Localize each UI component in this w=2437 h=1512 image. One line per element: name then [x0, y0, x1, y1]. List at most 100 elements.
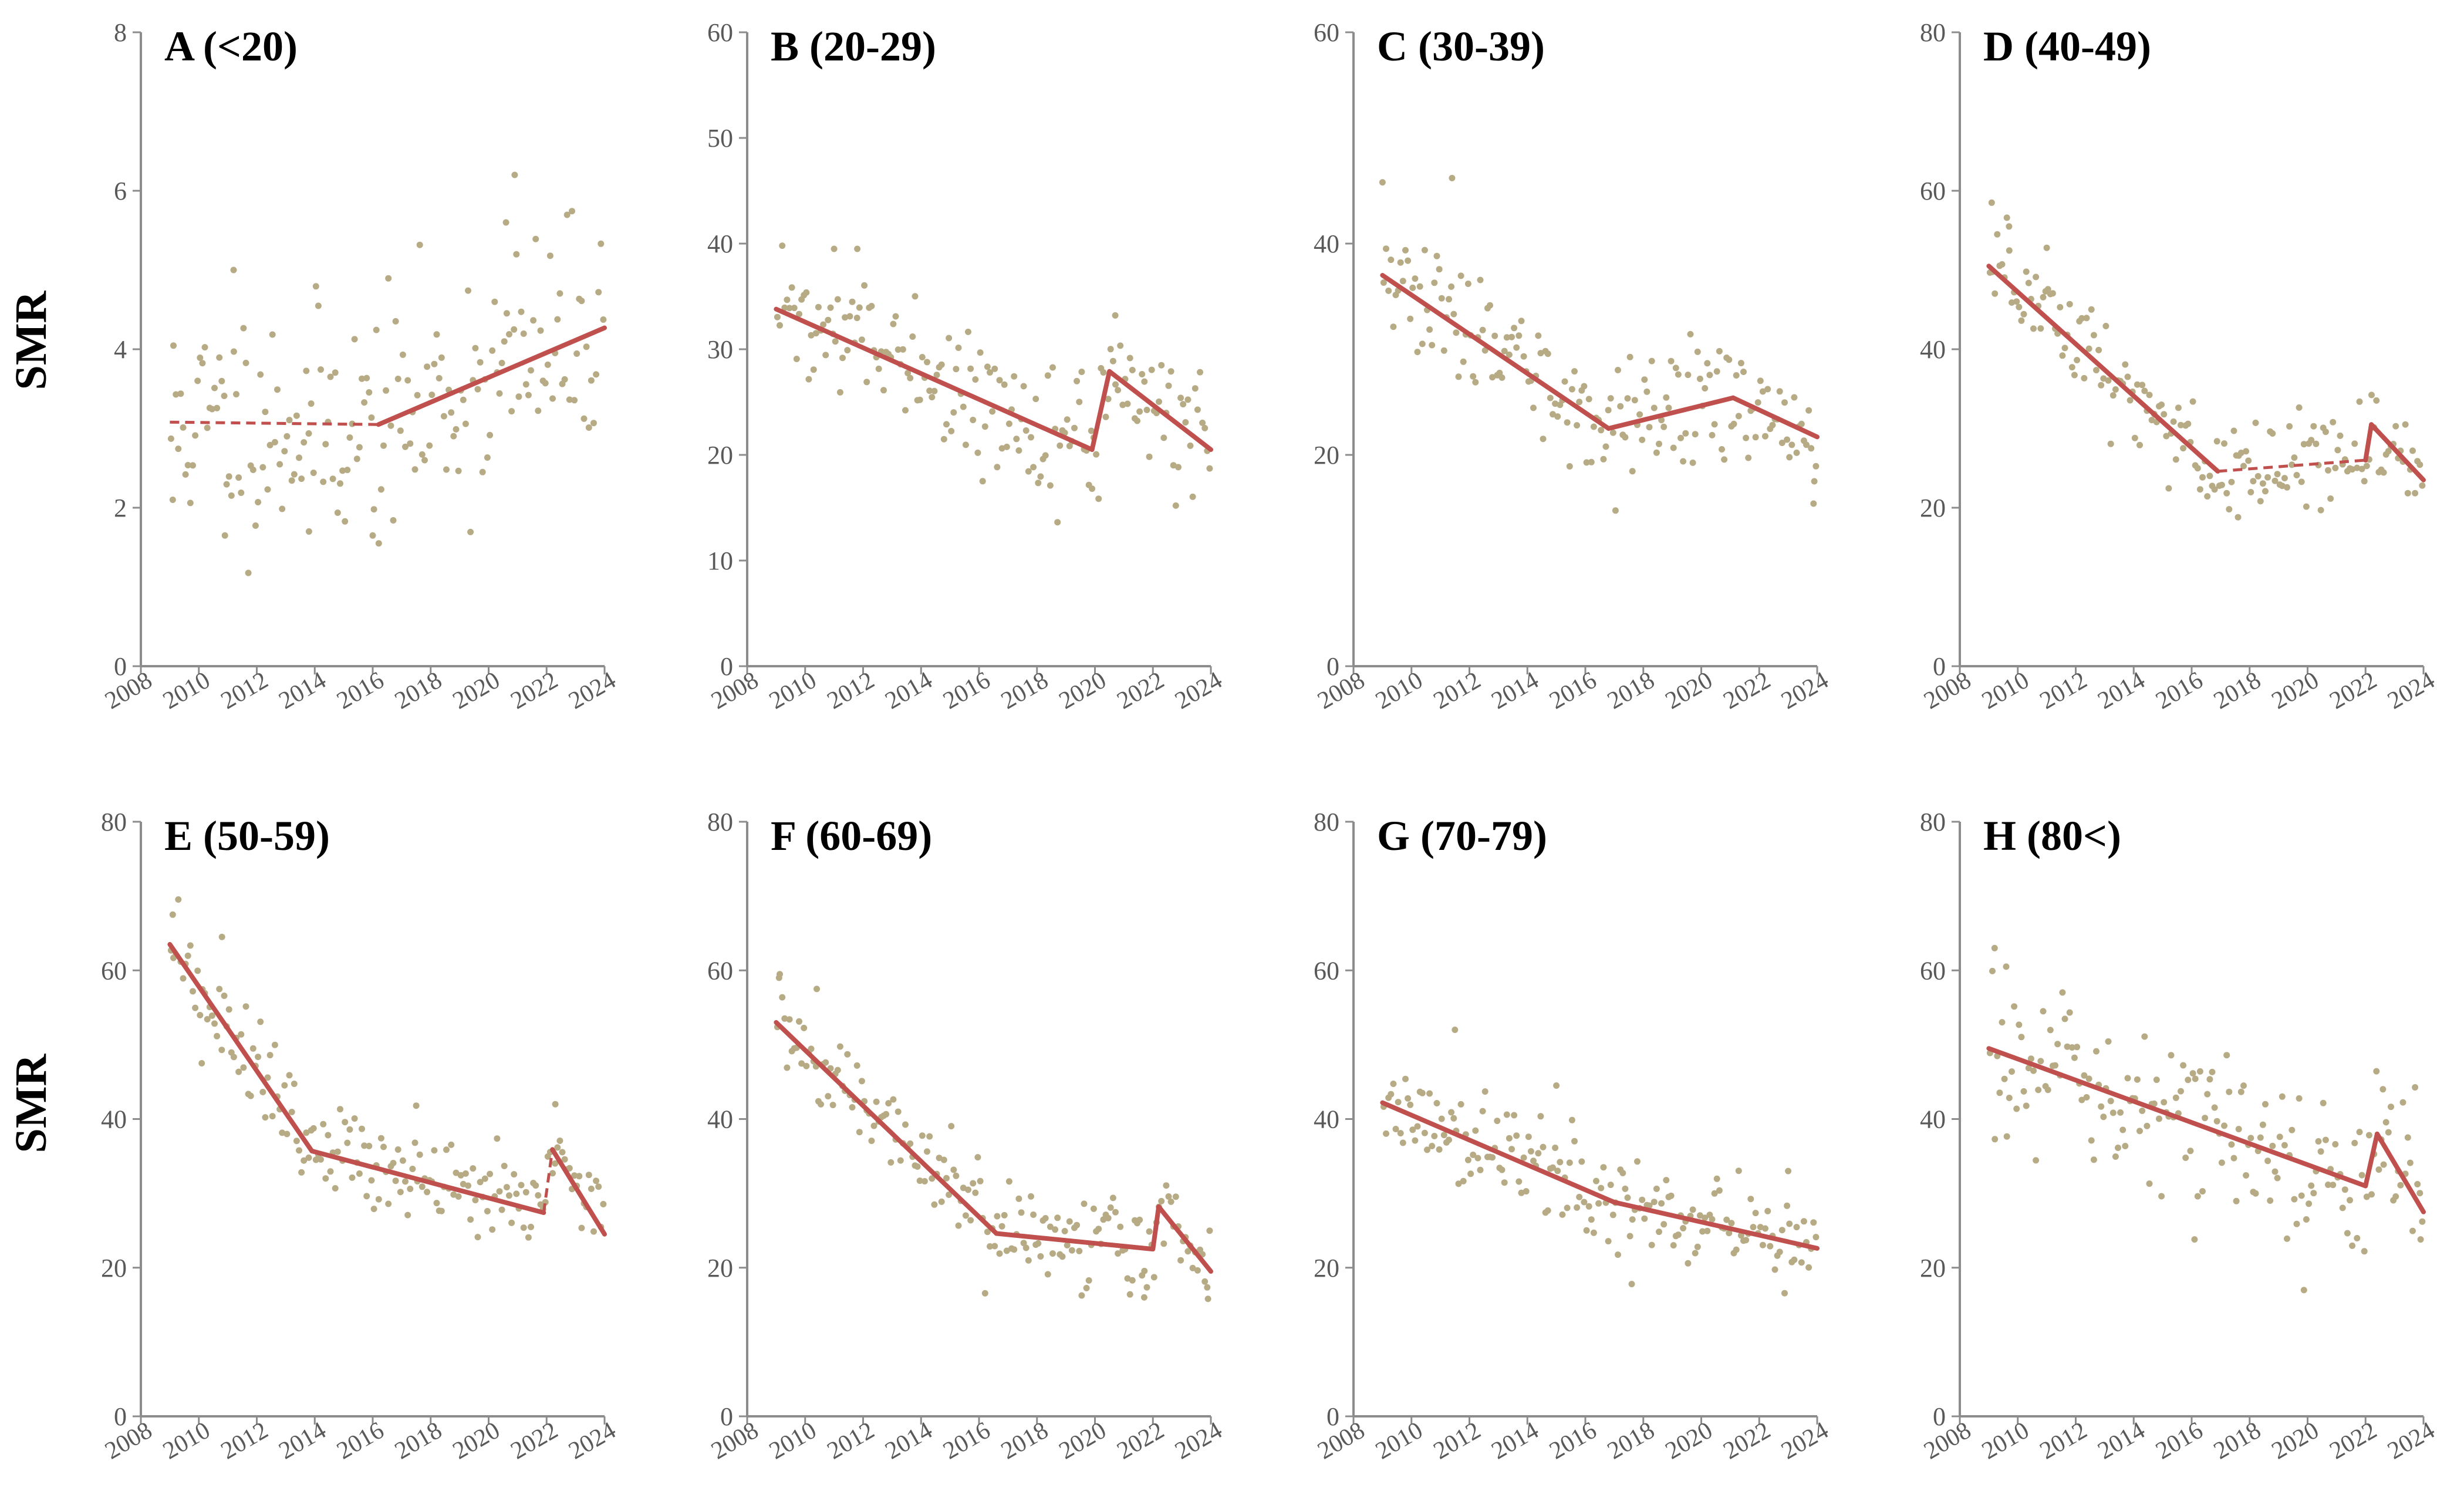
data-point [397, 427, 404, 434]
data-point [1636, 411, 1643, 418]
data-point [2337, 432, 2344, 439]
data-point [1793, 449, 1800, 456]
x-tick-label: 2010 [765, 1417, 821, 1465]
data-point [600, 316, 607, 323]
data-point [1020, 383, 1027, 390]
x-tick-label: 2008 [1313, 1417, 1369, 1465]
data-point [1501, 1179, 1508, 1186]
data-point [1405, 257, 1412, 264]
data-point [342, 518, 349, 525]
data-point [1719, 446, 1725, 453]
data-point [868, 303, 875, 309]
y-tick-label: 0 [720, 652, 733, 681]
data-point [793, 356, 800, 362]
data-point [1677, 434, 1684, 441]
data-point [892, 313, 899, 320]
data-point [984, 1228, 991, 1236]
data-point [948, 428, 955, 434]
data-point [2161, 411, 2168, 418]
data-point [296, 454, 302, 461]
data-point [413, 1102, 420, 1109]
data-point [303, 1129, 310, 1136]
data-point [996, 377, 1003, 384]
y-tick-label: 20 [707, 441, 733, 470]
data-point [818, 1101, 824, 1108]
data-point [2170, 418, 2177, 425]
data-point [2061, 345, 2068, 352]
data-point [537, 327, 544, 334]
data-point [590, 1228, 597, 1235]
data-point [489, 1226, 496, 1233]
data-point [2185, 420, 2192, 427]
data-point [796, 310, 802, 318]
data-point [414, 392, 421, 399]
y-tick-label: 60 [101, 956, 127, 985]
data-point [230, 266, 237, 274]
data-point [902, 407, 909, 414]
data-point [1388, 1091, 1395, 1098]
data-point [573, 350, 580, 357]
data-point [914, 1163, 921, 1170]
data-point [1115, 387, 1122, 394]
data-point [255, 499, 262, 505]
data-point [873, 1098, 880, 1105]
y-axis-label-top-row: SMR [6, 290, 56, 390]
data-point [1704, 1227, 1711, 1234]
data-point [2085, 345, 2092, 352]
data-point [2271, 477, 2279, 484]
data-point [2380, 1161, 2387, 1168]
data-point [455, 467, 462, 474]
data-point [1989, 967, 1996, 974]
data-point [502, 219, 509, 226]
data-point [498, 360, 505, 366]
x-tick-label: 2010 [1977, 667, 2034, 715]
data-point [1550, 1164, 1556, 1171]
data-point [2102, 323, 2109, 329]
data-point [397, 1189, 404, 1196]
data-point [443, 466, 450, 473]
data-point [2392, 1193, 2399, 1200]
data-point [1508, 1146, 1515, 1153]
y-tick-label: 10 [707, 546, 733, 575]
data-point [2001, 1075, 2008, 1082]
x-tick-label: 2016 [2151, 1417, 2208, 1465]
data-point [965, 1186, 971, 1193]
data-point [998, 1223, 1005, 1230]
data-point [291, 471, 298, 478]
data-point [2098, 1103, 2105, 1110]
data-point [1402, 1075, 1409, 1082]
data-point [549, 1170, 556, 1177]
data-point [1409, 284, 1416, 291]
data-point [1992, 290, 1999, 297]
data-point [1696, 1212, 1703, 1219]
data-point [1656, 440, 1662, 447]
data-point [1615, 367, 1621, 373]
data-point [2206, 473, 2213, 480]
data-point [522, 1189, 529, 1196]
data-point [1035, 1240, 1042, 1247]
data-point [1566, 463, 1573, 470]
data-point [1494, 1118, 1501, 1125]
data-point [266, 441, 274, 448]
data-point [1559, 1211, 1566, 1218]
data-point [1619, 1170, 1626, 1176]
data-point [1044, 1271, 1051, 1278]
data-point [525, 1234, 532, 1241]
data-point [279, 505, 286, 512]
data-point [2030, 325, 2037, 332]
data-point [2291, 1196, 2298, 1203]
y-tick-label: 60 [1920, 177, 1946, 205]
data-point [1711, 421, 1718, 428]
data-point [542, 380, 549, 387]
data-point [1383, 1130, 1389, 1137]
data-point [2230, 427, 2237, 434]
data-point [342, 1119, 349, 1126]
data-point [593, 1177, 600, 1184]
data-point [955, 345, 962, 351]
x-tick-label: 2022 [1113, 667, 1169, 715]
data-point [1452, 1027, 1459, 1033]
data-point [1653, 1185, 1660, 1192]
x-tick-label: 2016 [1545, 667, 1601, 715]
data-point [801, 1024, 808, 1031]
data-point [1585, 396, 1592, 403]
